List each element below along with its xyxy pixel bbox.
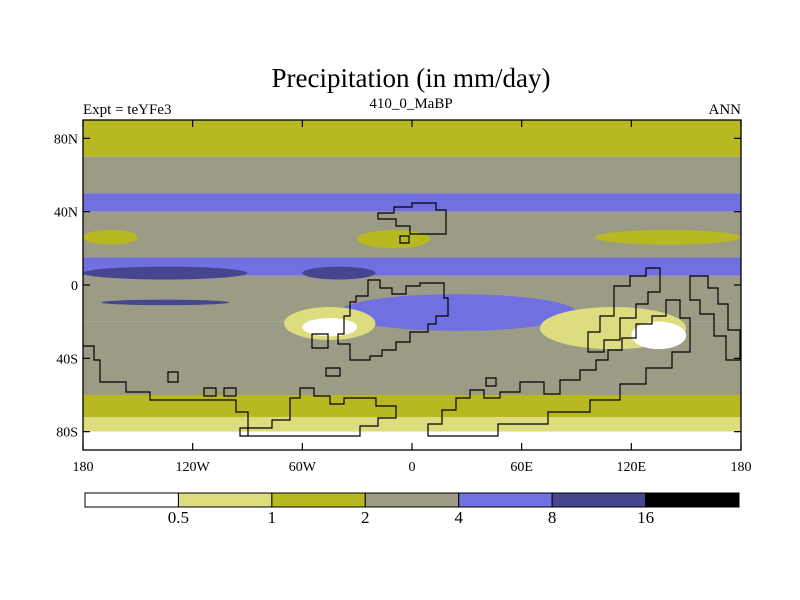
coastlines [83,202,741,437]
coastline-small-island [399,235,410,244]
colorbar-swatch-2 [271,492,366,508]
x-axis: 180 120W 60W 0 60E 120E 180 [73,120,752,475]
precip-region-9 [83,230,138,245]
y-tick-label-1: 40N [54,206,78,221]
subtitle-center: 410_0_MaBP [369,96,452,112]
coastline-east-peninsula [587,267,661,353]
colorbar-swatch-5 [551,492,647,508]
coastline-west-bay [311,333,329,349]
precip-band-1 [83,156,741,194]
coastline-gondwana-south [239,387,397,437]
precip-region-3 [338,294,577,331]
x-tick-label-4: 60E [510,460,533,475]
precip-band-7 [83,395,741,417]
precip-region-7 [631,321,687,350]
y-axis: 80N 40N 0 40S 80S [54,132,741,441]
x-tick-label-3: 0 [409,460,416,475]
coastline-gondwana-east [427,299,691,437]
precip-band-8 [83,417,741,432]
colorbar-label-3: 4 [454,508,463,527]
colorbar-swatch-0 [84,492,179,508]
x-tick-label-6: 180 [731,460,752,475]
coastline-west-margin [83,345,249,436]
colorbar-swatch-6 [645,492,740,508]
colorbar-label-5: 16 [637,508,654,527]
precipitation-field [83,120,741,450]
colorbar-label-1: 1 [268,508,277,527]
y-tick-label-4: 80S [56,426,78,441]
precip-region-10 [594,230,741,245]
precip-region-8 [357,230,431,249]
x-tick-label-5: 120E [617,460,647,475]
x-tick-label-2: 60W [289,460,317,475]
coastline-islands-west [167,367,497,397]
colorbar-swatch-3 [364,492,460,508]
coastline-north-landmass [377,202,447,235]
colorbar-swatch-4 [458,492,553,508]
colorbar-label-4: 8 [548,508,557,527]
precip-region-2 [101,299,230,306]
colorbar-label-0: 0.5 [168,508,189,527]
y-tick-label-3: 40S [56,352,78,367]
chart-title: Precipitation (in mm/day) [272,63,551,93]
precip-region-0 [83,266,248,280]
colorbar-swatch-1 [177,492,273,508]
y-tick-label-0: 80N [54,132,78,147]
colorbar: 0.5 1 2 4 8 16 [84,492,740,527]
coastline-gondwana-west [337,279,449,361]
subtitle-right: ANN [709,102,742,118]
coastline-far-east [689,275,741,361]
x-tick-label-1: 120W [176,460,211,475]
precip-region-1 [302,266,376,280]
colorbar-label-2: 2 [361,508,370,527]
precip-region-5 [302,318,358,337]
x-tick-label-0: 180 [73,460,94,475]
y-tick-label-2: 0 [71,279,78,294]
precip-band-4 [83,257,741,276]
subtitle-left: Expt = teYFe3 [83,102,171,118]
